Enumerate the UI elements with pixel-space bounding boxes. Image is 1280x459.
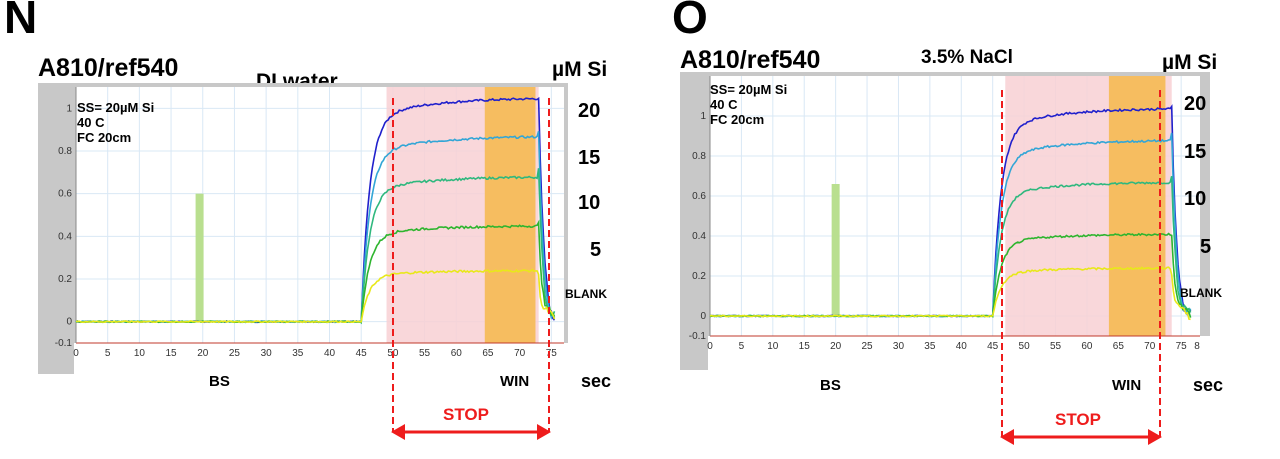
x-tick-label: 70 [514, 348, 526, 359]
x-tick-label: 65 [482, 348, 494, 359]
chart-n: 0 5 10 15 20 25 30 35 40 45 50 55 60 65 70 75-0.100.20.… [38, 83, 568, 374]
x-tick-label: 60 [1081, 341, 1093, 352]
win-label: WIN [500, 373, 530, 390]
annotation-line: SS= 20µM Si [77, 100, 155, 115]
series-line-blank [75, 268, 556, 324]
right-label-15: 15 [1184, 141, 1207, 163]
win-zone [484, 87, 536, 343]
annotation-line: FC 20cm [710, 111, 765, 127]
ratio-label: A810/ref540 [38, 54, 179, 82]
x-tick-label: 20 [830, 341, 842, 352]
sec-label: sec [1193, 375, 1224, 395]
win-zone [1108, 76, 1166, 336]
sec-label: sec [581, 371, 612, 391]
right-label-10: 10 [1184, 188, 1207, 210]
bs-bar [195, 193, 204, 322]
x-tick-label: 75 [546, 348, 558, 359]
y-tick-label: 1 [700, 111, 706, 122]
stop-label: STOP [443, 405, 489, 424]
x-tick-label: 40 [956, 341, 968, 352]
unit-label: µM Si [1162, 51, 1218, 74]
x-tick-label: 60 [451, 348, 463, 359]
right-label-10: 10 [578, 192, 601, 214]
x-tick-label: 25 [861, 341, 873, 352]
y-tick-label: 0.6 [692, 191, 706, 202]
annotation-block: SS= 20µM Si 40 C FC 20cm [710, 82, 788, 128]
y-tick-label: 0.2 [692, 271, 706, 282]
x-tick-label: 5 [739, 341, 745, 352]
x-tick-label: 5 [105, 348, 111, 359]
y-tick-label: 0.4 [58, 231, 72, 242]
x-tick-label: 50 [1019, 341, 1031, 352]
x-tick-label: 30 [893, 341, 905, 352]
panel-letter: N [4, 0, 38, 43]
right-label-20: 20 [578, 100, 601, 122]
stop-arrow-left-head [1000, 429, 1014, 445]
x-tick-label: 10 [134, 348, 146, 359]
y-tick-label: 0 [700, 311, 706, 322]
x-tick-label: 65 [1113, 341, 1125, 352]
y-tick-label: 0.8 [692, 151, 706, 162]
annotation-line: 40 C [710, 96, 738, 112]
panel-letter: O [672, 0, 708, 43]
x-tick-label: 75 [1176, 341, 1188, 352]
y-tick-label: 1 [66, 103, 72, 114]
panel-o: O A810/ref540 3.5% NaCl µM Si 0 5 10 15 20 25… [640, 0, 1280, 459]
y-tick-label: 0.4 [692, 231, 706, 242]
condition-label: 3.5% NaCl [921, 47, 1013, 68]
annotation-line: FC 20cm [77, 129, 132, 145]
right-label-15: 15 [578, 147, 601, 169]
unit-label: µM Si [552, 58, 608, 81]
bs-label: BS [820, 377, 841, 394]
blank-label: BLANK [565, 287, 607, 301]
x-tick-label: 35 [924, 341, 936, 352]
win-label: WIN [1112, 377, 1142, 394]
x-tick-label: 45 [987, 341, 999, 352]
x-tick-label: 25 [229, 348, 241, 359]
annotation-line: 40 C [77, 114, 105, 130]
right-label-5: 5 [590, 239, 602, 261]
y-tick-label: 0 [66, 317, 72, 328]
x-tick-label: 45 [356, 348, 368, 359]
x-tick-label: 50 [387, 348, 399, 359]
x-tick-label: 55 [419, 348, 431, 359]
series-line-blank [709, 266, 1191, 321]
stop-arrow-right-head [537, 424, 551, 440]
x-tick-label: 10 [767, 341, 779, 352]
x-tick-label: 15 [166, 348, 178, 359]
x-tick-label: 8 [1194, 341, 1200, 352]
x-tick-label: 0 [707, 341, 713, 352]
x-tick-label: 0 [73, 348, 79, 359]
right-label-20: 20 [1184, 93, 1207, 115]
stop-arrow-left-head [391, 424, 405, 440]
stop-label: STOP [1055, 410, 1101, 429]
stop-arrow-right-head [1148, 429, 1162, 445]
annotation-block: SS= 20µM Si 40 C FC 20cm [77, 100, 155, 146]
bs-bar [831, 184, 840, 316]
x-tick-label: 55 [1050, 341, 1062, 352]
bs-label: BS [209, 373, 230, 390]
x-tick-label: 30 [261, 348, 273, 359]
x-axis-strip [74, 343, 568, 374]
x-tick-label: 40 [324, 348, 336, 359]
y-tick-label: 0.6 [58, 189, 72, 200]
right-label-5: 5 [1200, 236, 1212, 258]
y-tick-label: 0.2 [58, 274, 72, 285]
x-tick-label: 35 [292, 348, 304, 359]
x-tick-label: 20 [197, 348, 209, 359]
blank-label: BLANK [1180, 286, 1222, 300]
y-tick-label: -0.1 [55, 338, 73, 349]
y-tick-label: -0.1 [689, 331, 707, 342]
panel-n: N A810/ref540 DI water µM Si 0 5 10 15 20 25 3… [4, 0, 612, 440]
x-tick-label: 15 [799, 341, 811, 352]
y-tick-label: 0.8 [58, 146, 72, 157]
x-axis-strip [708, 336, 1210, 370]
ratio-label: A810/ref540 [680, 46, 821, 74]
x-tick-label: 70 [1144, 341, 1156, 352]
annotation-line: SS= 20µM Si [710, 82, 788, 97]
chart-o: 0 5 10 15 20 25 30 35 40 45 50 55 60 65 70 75 8-0.100.20… [680, 72, 1210, 370]
